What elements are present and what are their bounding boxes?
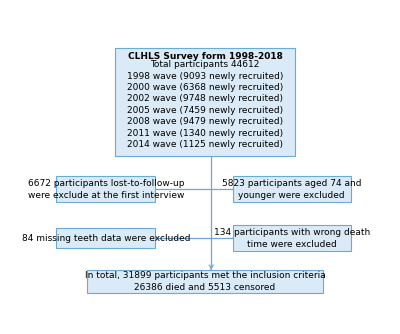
- FancyBboxPatch shape: [233, 225, 351, 251]
- Text: 84 missing teeth data were excluded: 84 missing teeth data were excluded: [22, 233, 190, 242]
- FancyBboxPatch shape: [233, 176, 351, 202]
- Text: 134 participants with wrong death
time were excluded: 134 participants with wrong death time w…: [214, 228, 370, 248]
- Text: 5823 participants aged 74 and
younger were excluded: 5823 participants aged 74 and younger we…: [222, 179, 362, 200]
- FancyBboxPatch shape: [56, 228, 155, 248]
- FancyBboxPatch shape: [56, 176, 155, 202]
- FancyBboxPatch shape: [87, 270, 323, 293]
- Text: Total participants 44612
1998 wave (9093 newly recruited)
2000 wave (6368 newly : Total participants 44612 1998 wave (9093…: [127, 60, 283, 149]
- Text: In total, 31899 participants met the inclusion criteria
26386 died and 5513 cens: In total, 31899 participants met the inc…: [85, 272, 325, 292]
- Text: CLHLS Survey form 1998-2018: CLHLS Survey form 1998-2018: [128, 52, 282, 61]
- Text: 6672 participants lost-to-follow-up
were exclude at the first interview: 6672 participants lost-to-follow-up were…: [28, 179, 184, 200]
- FancyBboxPatch shape: [115, 48, 295, 156]
